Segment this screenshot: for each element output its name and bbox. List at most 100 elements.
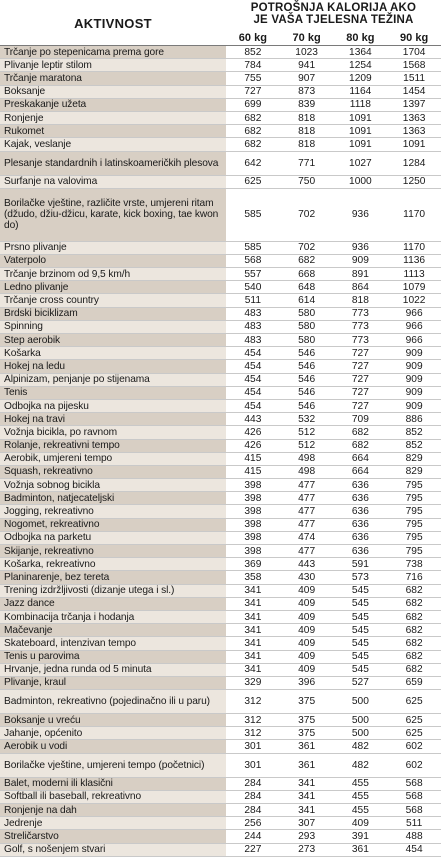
calories-70kg: 546 — [298, 400, 316, 412]
calorie-values: 341 409 545 682 — [226, 651, 441, 663]
calories-90kg: 625 — [405, 727, 423, 739]
activity-name: Ledno plivanje — [0, 281, 226, 294]
activity-name: Badminton, rekreativno (pojedinačno ili … — [0, 690, 226, 714]
calories-90kg: 682 — [405, 651, 423, 663]
calorie-values: 244 293 391 488 — [226, 830, 441, 842]
calorie-values: 284 341 455 568 — [226, 804, 441, 816]
calories-90kg: 1022 — [402, 295, 426, 307]
calories-80kg: 664 — [351, 466, 369, 478]
table-row: Jogging, rekreativno 398 477 636 795 — [0, 505, 441, 519]
calories-70kg: 409 — [298, 611, 316, 623]
activity-name: Trening izdržljivosti (dizanje utega i s… — [0, 584, 226, 597]
calories-90kg: 909 — [405, 347, 423, 359]
table-row: Surfanje na valovima 625 750 1000 1250 — [0, 175, 441, 189]
calories-80kg: 936 — [351, 209, 369, 221]
calories-80kg: 936 — [351, 242, 369, 254]
calories-70kg: 546 — [298, 387, 316, 399]
table-row: Košarka 454 546 727 909 — [0, 347, 441, 361]
calorie-values: 358 430 573 716 — [226, 571, 441, 583]
calories-90kg: 886 — [405, 413, 423, 425]
calories-60kg: 585 — [244, 242, 262, 254]
table-row: Ronjenje 682 818 1091 1363 — [0, 111, 441, 126]
calorie-values: 341 409 545 682 — [226, 611, 441, 623]
activity-name: Softball ili baseball, rekreativno — [0, 790, 226, 803]
calorie-values: 341 409 545 682 — [226, 598, 441, 610]
table-row: Balet, moderni ili klasični 284 341 455 568 — [0, 777, 441, 791]
calories-60kg: 625 — [244, 176, 262, 188]
calories-80kg: 455 — [351, 804, 369, 816]
table-row: Brdski biciklizam 483 580 773 966 — [0, 307, 441, 321]
calories-80kg: 727 — [351, 360, 369, 372]
calories-80kg: 891 — [351, 268, 369, 280]
table-row: Trčanje po stepenicama prema gore 852 1023… — [0, 46, 441, 60]
calories-90kg: 716 — [405, 571, 423, 583]
calories-title-line1: POTROŠNJA KALORIJA AKO — [250, 2, 417, 14]
table-row: Planinarenje, bez tereta 358 430 573 716 — [0, 571, 441, 585]
calories-70kg: 1023 — [295, 46, 318, 58]
calories-70kg: 430 — [298, 571, 316, 583]
calories-80kg: 1000 — [349, 176, 372, 188]
calories-70kg: 341 — [298, 778, 316, 790]
calories-80kg: 455 — [351, 778, 369, 790]
table-row: Softball ili baseball, rekreativno 284 341… — [0, 790, 441, 804]
calories-80kg: 1209 — [349, 72, 372, 84]
calorie-values: 483 580 773 966 — [226, 308, 441, 320]
calories-60kg: 483 — [244, 308, 262, 320]
table-row: Jahanje, općenito 312 375 500 625 — [0, 727, 441, 741]
calories-70kg: 839 — [298, 99, 316, 111]
calories-70kg: 532 — [298, 413, 316, 425]
activity-name: Prsno plivanje — [0, 241, 226, 254]
calories-60kg: 312 — [244, 714, 262, 726]
calories-90kg: 682 — [405, 664, 423, 676]
calorie-values: 284 341 455 568 — [226, 791, 441, 803]
calorie-values: 398 477 636 795 — [226, 545, 441, 557]
activity-name: Kombinacija trčanja i hodanja — [0, 610, 226, 624]
calories-70kg: 702 — [298, 242, 316, 254]
calories-60kg: 415 — [244, 453, 262, 465]
calories-80kg: 682 — [351, 440, 369, 452]
calories-90kg: 909 — [405, 387, 423, 399]
table-row: Borilačke vještine, umjereni tempo (poče… — [0, 753, 441, 778]
calories-90kg: 682 — [405, 585, 423, 597]
calories-90kg: 829 — [405, 453, 423, 465]
calories-70kg: 409 — [298, 585, 316, 597]
activity-name: Hrvanje, jedna runda od 5 minuta — [0, 663, 226, 676]
calorie-values: 398 477 636 795 — [226, 505, 441, 517]
activity-name: Preskakanje užeta — [0, 98, 226, 111]
calorie-values: 301 361 482 602 — [226, 754, 441, 777]
calories-80kg: 1027 — [349, 157, 372, 169]
table-row: Trčanje cross country 511 614 818 1022 — [0, 294, 441, 308]
table-row: Vaterpolo 568 682 909 1136 — [0, 254, 441, 269]
activity-name: Streličarstvo — [0, 830, 226, 843]
calorie-values: 329 396 527 659 — [226, 677, 441, 689]
calories-80kg: 1254 — [349, 59, 372, 71]
activity-name: Vožnja bicikla, po ravnom — [0, 426, 226, 439]
activity-name: Boksanje — [0, 85, 226, 98]
calories-60kg: 341 — [244, 651, 262, 663]
calorie-values: 256 307 409 511 — [226, 817, 441, 829]
calories-60kg: 341 — [244, 664, 262, 676]
calories-60kg: 341 — [244, 611, 262, 623]
calories-80kg: 591 — [351, 558, 369, 570]
table-row: Hokej na travi 443 532 709 886 — [0, 413, 441, 427]
calories-60kg: 699 — [244, 99, 262, 111]
calories-90kg: 625 — [405, 696, 423, 708]
calories-60kg: 256 — [244, 817, 262, 829]
calories-90kg: 1284 — [402, 157, 426, 169]
calories-70kg: 273 — [298, 844, 316, 856]
calories-80kg: 482 — [351, 759, 369, 771]
calories-90kg: 738 — [405, 558, 423, 570]
activity-name: Hokej na ledu — [0, 360, 226, 373]
calories-80kg: 636 — [351, 519, 369, 531]
calories-80kg: 500 — [351, 696, 369, 708]
calories-60kg: 358 — [244, 571, 262, 583]
calorie-values: 443 532 709 886 — [226, 413, 441, 425]
calorie-values: 699 839 1118 1397 — [226, 99, 441, 111]
activity-name: Plivanje leptir stilom — [0, 59, 226, 72]
calories-70kg: 682 — [298, 255, 316, 267]
calories-70kg: 477 — [298, 506, 316, 518]
activity-name: Jahanje, općenito — [0, 727, 226, 740]
activity-name: Kajak, veslanje — [0, 138, 226, 151]
calories-90kg: 1250 — [402, 176, 426, 188]
calorie-values: 585 702 936 1170 — [226, 242, 441, 254]
